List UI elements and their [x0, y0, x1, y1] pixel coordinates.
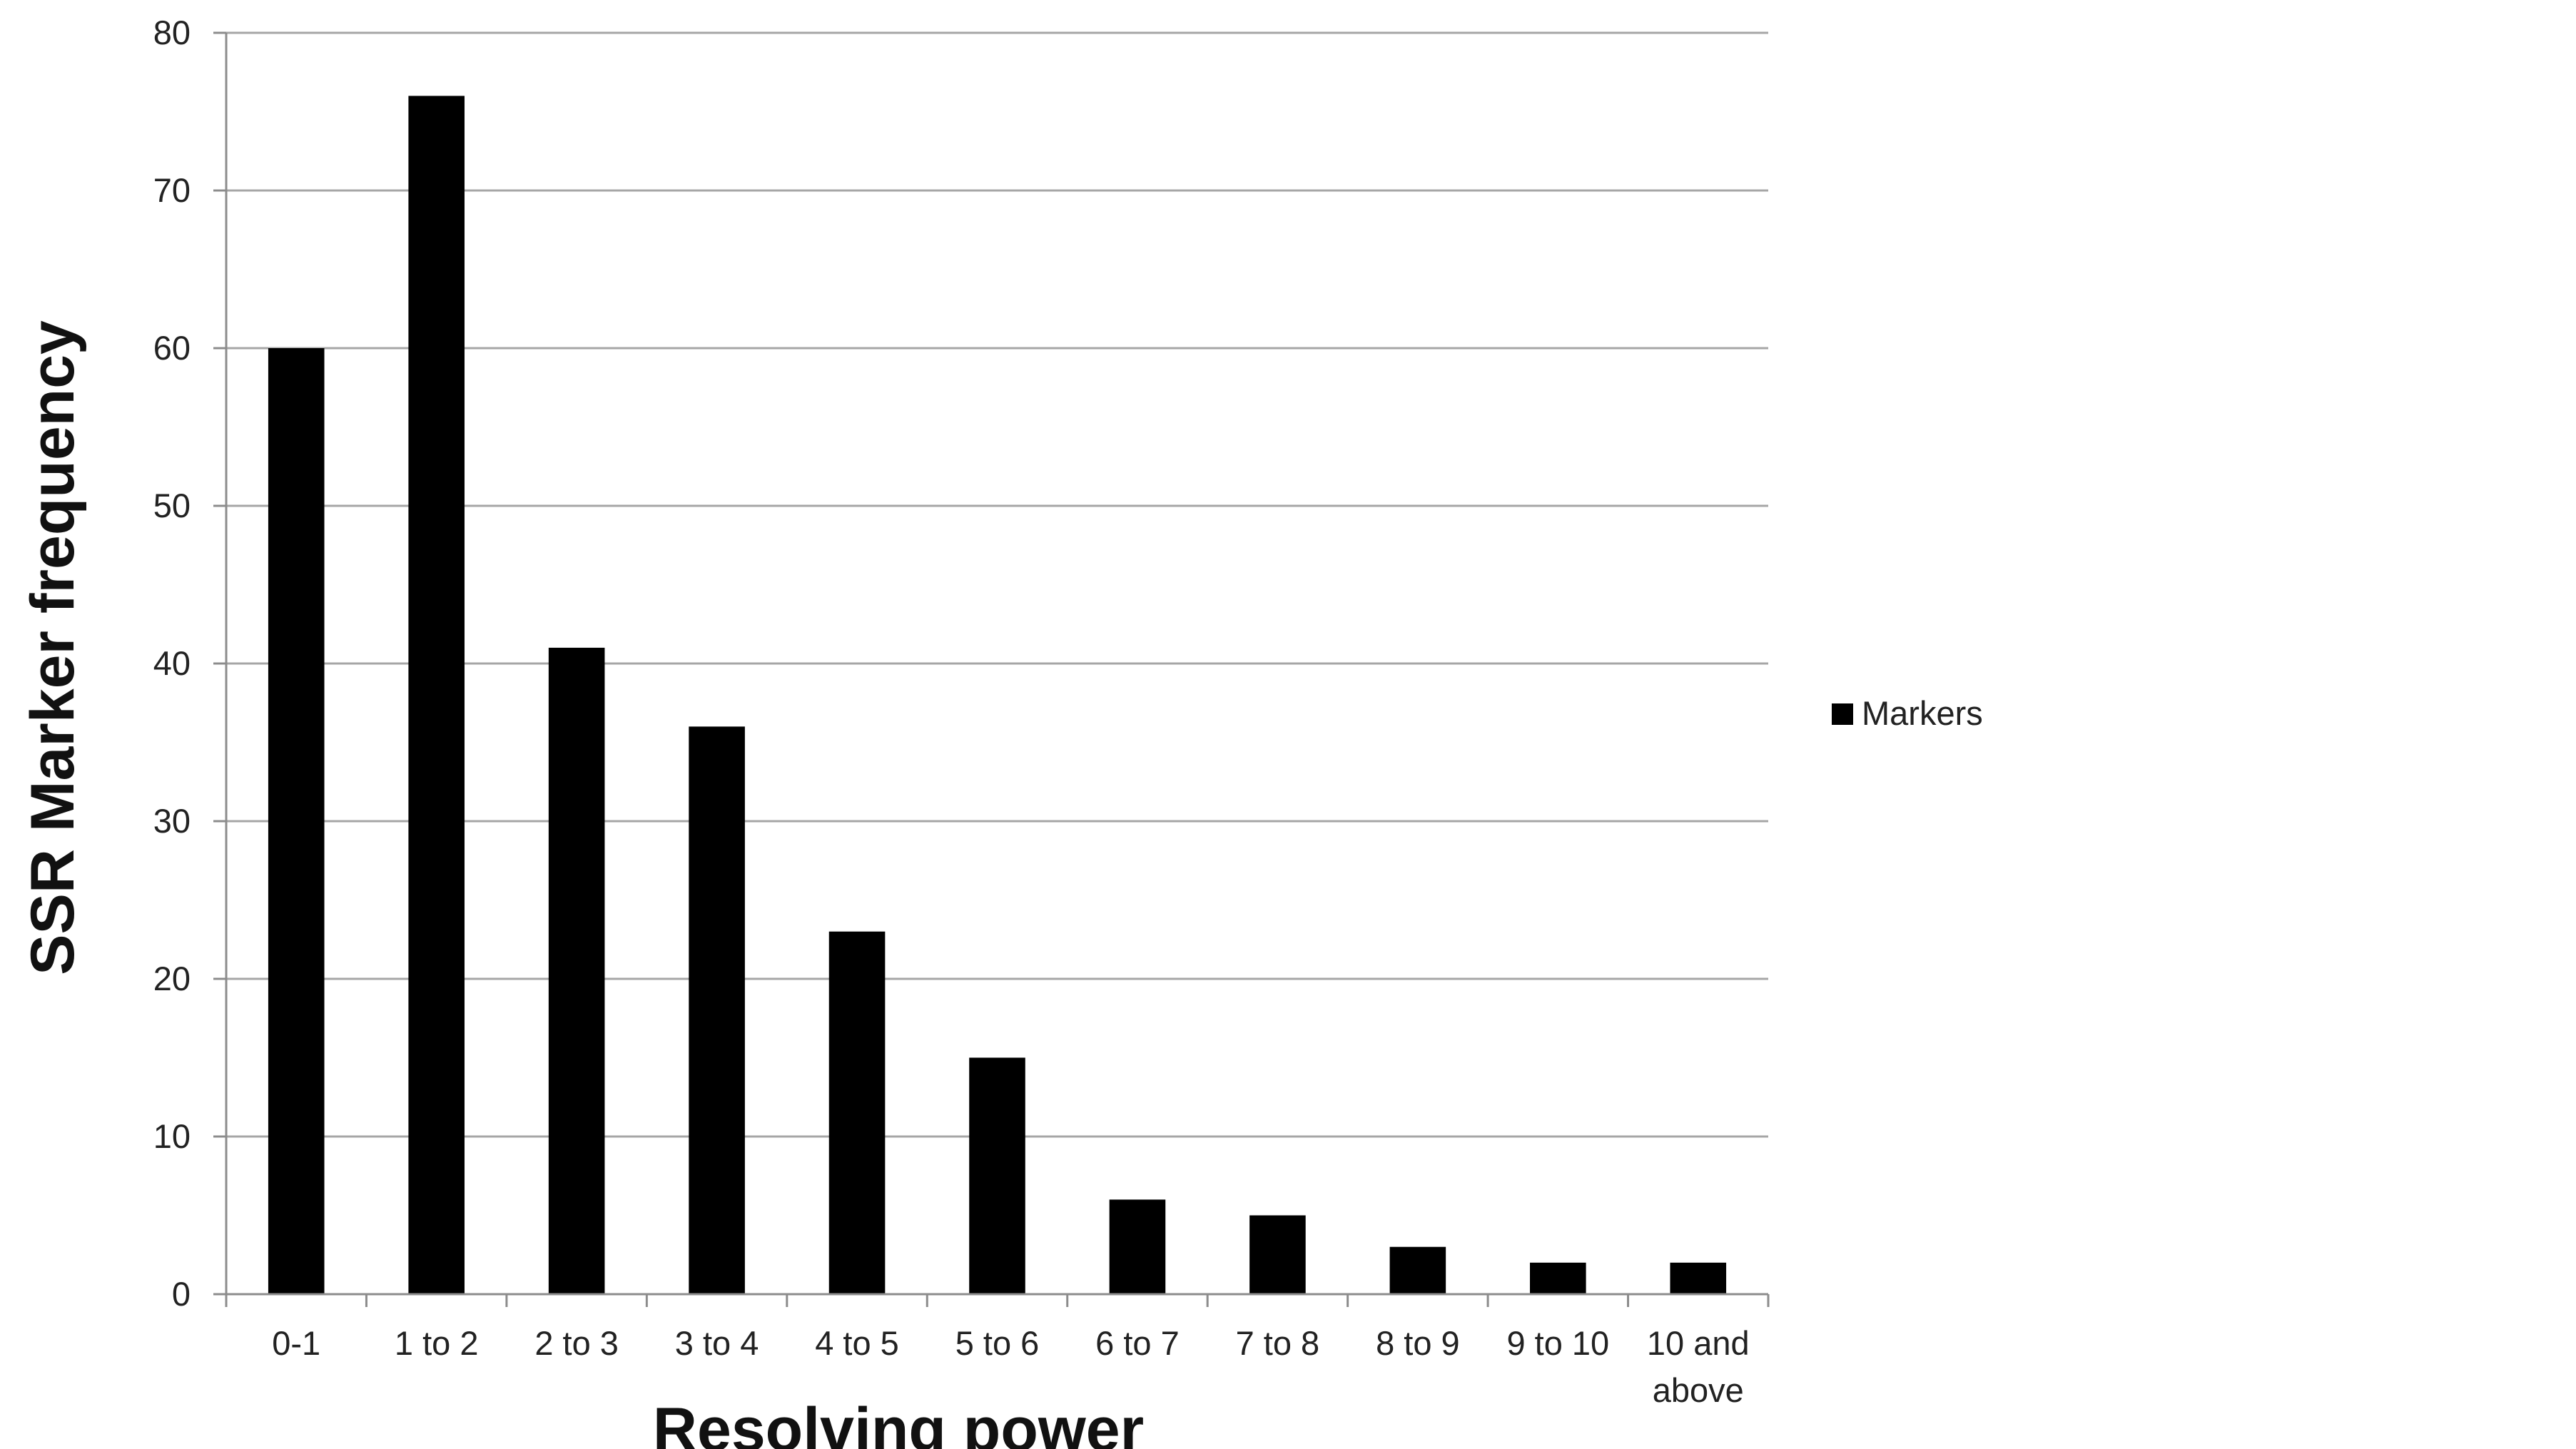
x-tick-label: 1 to 2 — [395, 1324, 479, 1362]
y-tick-label: 0 — [172, 1275, 191, 1313]
bar-10 — [1670, 1262, 1727, 1294]
legend-label-markers: Markers — [1862, 694, 1983, 732]
x-axis-title: Resolving power — [653, 1395, 1144, 1449]
x-tick-label: 6 to 7 — [1095, 1324, 1180, 1362]
bar-9 — [1530, 1262, 1586, 1294]
x-tick-label: 9 to 10 — [1506, 1324, 1609, 1362]
bar-0 — [268, 348, 325, 1294]
legend: Markers — [1832, 694, 1983, 732]
y-tick-label: 50 — [153, 487, 191, 524]
x-tick-label: 7 to 8 — [1236, 1324, 1320, 1362]
bar-8 — [1389, 1246, 1446, 1294]
y-tick-label: 30 — [153, 802, 191, 840]
bar-4 — [828, 931, 886, 1294]
x-tick-label: 8 to 9 — [1376, 1324, 1460, 1362]
bar-2 — [548, 647, 605, 1294]
x-tick-labels: 0-1 1 to 2 2 to 3 3 to 4 4 to 5 5 to 6 6 to 7 7… — [272, 1324, 1749, 1409]
x-tick-label: 10 and above — [1647, 1324, 1750, 1409]
y-tick-label: 70 — [153, 171, 191, 209]
bar-6 — [1109, 1199, 1166, 1294]
bar-5 — [969, 1057, 1025, 1294]
bar-7 — [1249, 1215, 1306, 1294]
bar-1 — [408, 96, 465, 1294]
y-tick-label: 10 — [153, 1117, 191, 1155]
y-axis-title: SSR Marker frequency — [19, 320, 87, 975]
bars — [268, 96, 1727, 1294]
legend-swatch-markers — [1832, 703, 1853, 725]
y-tick-labels: 0 10 20 30 40 50 60 70 80 — [153, 14, 226, 1313]
x-tick-label: 4 to 5 — [815, 1324, 899, 1362]
y-tick-label: 20 — [153, 960, 191, 997]
y-tick-label: 80 — [153, 14, 191, 51]
y-tick-label: 60 — [153, 329, 191, 367]
x-tick-label: 5 to 6 — [955, 1324, 1040, 1362]
gridlines — [226, 31, 1768, 1138]
bar-3 — [689, 726, 745, 1294]
x-tick-label: 0-1 — [272, 1324, 320, 1362]
y-tick-label: 40 — [153, 644, 191, 682]
x-tick-label: 2 to 3 — [534, 1324, 619, 1362]
x-tick-label: 3 to 4 — [675, 1324, 759, 1362]
